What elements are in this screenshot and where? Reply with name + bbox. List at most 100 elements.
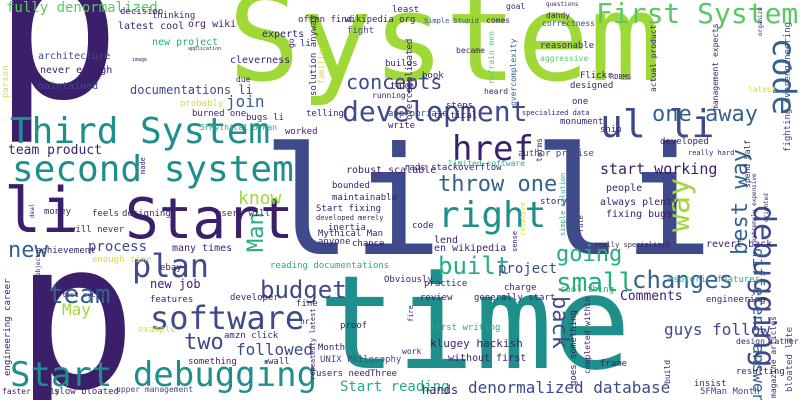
word-start-reading: Start reading: [340, 379, 450, 395]
word-aggressive: aggressive: [540, 54, 589, 63]
word-href: href: [452, 129, 534, 169]
word-p-bottom: p: [14, 198, 138, 400]
word-least: least: [392, 5, 420, 15]
word-developed-merely: developed merely: [316, 214, 384, 222]
word-denormalized-database: denormalized database: [468, 378, 671, 397]
word-maintainable: maintainable: [332, 193, 398, 203]
word-always-plenty: always plenty: [600, 197, 679, 208]
word-robust-scalable: robust scalable: [346, 165, 437, 176]
word-questions: questions: [546, 1, 579, 8]
word-li-tiny: li: [300, 39, 311, 49]
word-designed: designed: [570, 81, 614, 91]
word-proof: proof: [340, 321, 368, 331]
word-worked: worked: [285, 127, 318, 137]
word-changes: changes: [632, 266, 734, 294]
word-example: example: [138, 325, 176, 335]
word-thinking: thinking: [152, 11, 196, 21]
word-code-small: code: [412, 221, 434, 231]
word-simple-solution: simple solution: [559, 172, 567, 236]
word-rule: rule: [577, 215, 585, 232]
word-new-project: new project: [152, 37, 219, 48]
word-cool-thing: cool thing: [560, 285, 615, 295]
word-upper-management: upper management: [116, 385, 194, 394]
word-go: go: [287, 38, 296, 48]
word-insist: insist: [694, 379, 727, 389]
word-application: application: [188, 46, 222, 52]
word-start-debugging: Start debugging: [10, 355, 318, 395]
word-ship: ship: [600, 125, 622, 135]
word-often-find: often find: [298, 15, 353, 25]
word-mythical-man: Mythical Man: [318, 229, 384, 239]
word-parson: parson: [1, 65, 11, 98]
word-relative: relative: [519, 202, 527, 236]
word-two: two: [184, 330, 224, 355]
word-book: book: [422, 71, 444, 81]
word-dandy: dandy: [546, 11, 571, 20]
word-story: story: [540, 197, 568, 207]
word-development: development: [342, 95, 528, 128]
word-budget: budget: [260, 276, 347, 304]
word-5fman-month: 5FMan Month: [700, 387, 760, 397]
word-fully-denormalized: fully denormalized: [6, 0, 158, 16]
word-maintained: maintained: [38, 81, 99, 92]
word-built: built: [438, 252, 511, 280]
word-correctness: correctness: [542, 19, 595, 28]
word-latest-cool: latest cool: [118, 21, 185, 32]
word-will-never: will never: [70, 225, 125, 235]
word-guys-follow: guys follow: [664, 320, 770, 339]
word-wall: wall: [268, 357, 290, 367]
word-wikipedia-org: wikipedia org: [345, 15, 416, 25]
word-li-left: li: [4, 174, 79, 247]
word-know: know: [238, 188, 282, 209]
word-something: something: [188, 357, 237, 367]
word-developer: developer: [230, 293, 279, 303]
word-reasonable: reasonable: [540, 41, 595, 51]
word-concepts: concepts: [346, 70, 443, 94]
word-build: build: [663, 359, 672, 384]
word-join: join: [226, 92, 265, 111]
word-fine: fine: [296, 299, 318, 309]
word-terms: terms: [535, 137, 544, 162]
word-bloated-late: bloated late: [785, 326, 795, 392]
word-unix-philosophy: UNIX Philosophy: [320, 355, 402, 365]
word-write: write: [388, 121, 416, 131]
word-heard: heard: [484, 87, 509, 96]
word-one: one: [572, 97, 589, 107]
word-followed: followed: [236, 340, 314, 359]
word-inertia: inertia: [328, 223, 366, 233]
word-users-will: users will: [216, 209, 271, 219]
word-engineering: engineering: [706, 295, 766, 305]
word-generally-start: generally start: [474, 293, 556, 303]
word-really-specialized: really specialized: [594, 241, 670, 249]
word-start: Start: [125, 187, 294, 252]
word-refrain-men: refrain men: [487, 31, 496, 84]
word-people: people: [606, 183, 643, 194]
word-goes-something: goes something: [569, 310, 579, 386]
word-fixing-bugs: fixing bugs: [606, 209, 673, 220]
word-enough-time: enough time: [92, 255, 152, 265]
word-en-wikipedia: en wikipedia: [434, 243, 507, 254]
word-one-away: one away: [652, 102, 758, 127]
word-running: running: [372, 91, 406, 100]
word-fire: fire: [407, 305, 415, 322]
word-fighting-overengineering: fighting overengineering: [783, 21, 793, 152]
word-probably: probably: [180, 99, 224, 109]
word-object: object: [35, 254, 42, 276]
word-many-times: many times: [172, 243, 233, 254]
word-bugs-li: bugs li: [246, 113, 284, 123]
word-flickr: Flickr: [580, 71, 613, 81]
word-builds: builds: [385, 59, 418, 69]
word-extremely-expensive: extremely expensive: [751, 173, 758, 242]
word-li-mid: li li: [262, 116, 714, 290]
word-organize: organize: [757, 7, 764, 36]
word-monument: monument: [560, 117, 604, 127]
word-ul-li: ul li: [600, 102, 715, 146]
word-appropriate: appropriate: [388, 109, 448, 119]
word-anyone: anyone: [318, 237, 351, 247]
word-designing: designing: [122, 209, 171, 219]
word-reading-documentations: reading documentations: [270, 261, 390, 271]
word-klugey-hackish: klugey hackish: [430, 337, 523, 350]
word-completed-within: completed within: [583, 296, 592, 374]
word-system-big: System: [228, 0, 662, 109]
word-image: image: [132, 57, 148, 63]
